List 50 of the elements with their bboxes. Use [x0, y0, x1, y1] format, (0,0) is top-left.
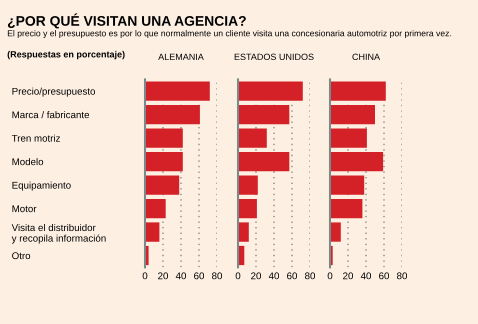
text: ¿POR QUÉ VISITAN UNA AGENCIA?	[8, 13, 246, 28]
bar	[145, 175, 180, 195]
x-tick-label: 20	[251, 272, 262, 280]
x-tick-label: 60	[194, 272, 204, 280]
bar	[238, 222, 249, 242]
bar	[238, 128, 267, 148]
x-tick-label: 40	[360, 272, 372, 280]
x-tick-label: 20	[343, 272, 354, 280]
y-tick-label: Modelo	[12, 158, 44, 166]
bar	[145, 152, 183, 172]
y-tick-label: Visita el distribuidor y recopila información	[12, 224, 106, 244]
x-tick-label: 60	[287, 272, 298, 280]
bar	[145, 222, 160, 242]
bar	[145, 104, 200, 124]
bar	[238, 198, 257, 218]
x-tick-label: 0	[142, 272, 148, 280]
bar	[330, 104, 375, 124]
bar	[145, 128, 183, 148]
bar	[238, 81, 303, 101]
bar	[145, 81, 210, 101]
y-tick-label: Motor	[12, 205, 36, 212]
bar	[145, 198, 166, 218]
y-tick-label: Equipamiento	[12, 182, 71, 191]
bar	[330, 152, 384, 172]
x-tick-label: 80	[305, 272, 316, 280]
chart-title: CHINA	[352, 54, 380, 60]
chart-title: ALEMANIA	[158, 54, 204, 60]
x-tick-label: 40	[176, 272, 186, 280]
y-tick-label: Otro	[12, 252, 30, 260]
y-tick-label: Precio/presupuesto	[12, 88, 96, 97]
bar	[238, 104, 290, 124]
bar	[330, 128, 367, 148]
x-tick-label: 20	[158, 272, 168, 280]
bar	[330, 175, 364, 195]
x-tick-label: 60	[379, 272, 390, 280]
bar	[238, 152, 290, 172]
x-tick-label: 40	[268, 272, 280, 280]
x-tick-label: 80	[212, 272, 222, 280]
x-tick-label: 80	[397, 272, 408, 280]
x-tick-label: 0	[328, 272, 332, 280]
text: (Respuestas en porcentaje)	[8, 50, 125, 60]
bar	[330, 198, 362, 218]
y-tick-label: Tren motriz	[12, 134, 60, 142]
bar	[238, 175, 258, 195]
bar	[330, 222, 341, 242]
bar	[330, 81, 386, 101]
x-tick-label: 0	[236, 272, 240, 280]
text: El precio y el presupuesto es por lo que normalmente un cliente visita una concesionaria automotriz por primera vez.	[8, 30, 452, 38]
y-tick-label: Marca / fabricante	[12, 111, 90, 118]
chart-title: ESTADOS UNIDOS	[234, 54, 314, 60]
